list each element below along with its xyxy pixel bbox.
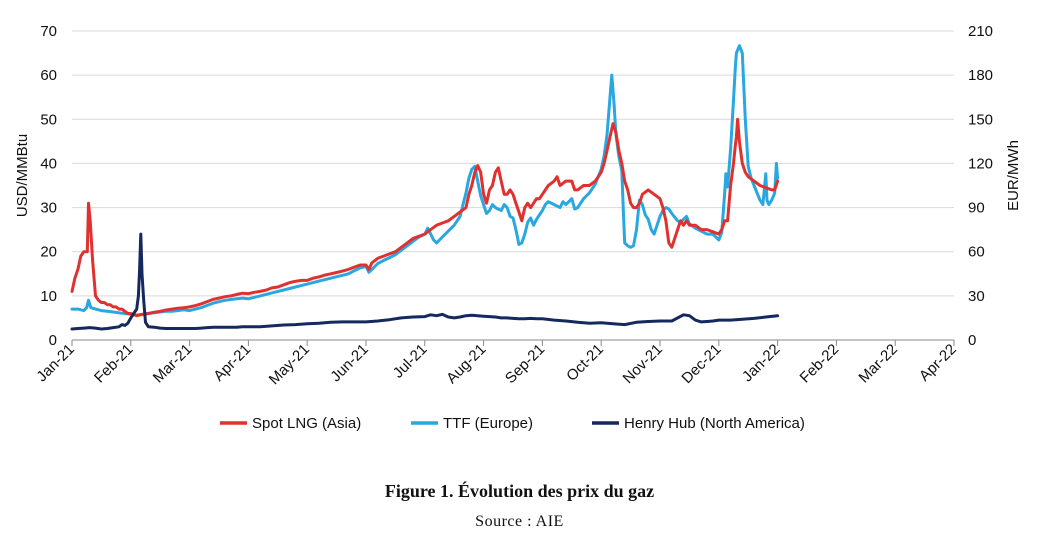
- series-line-0: [70, 117, 780, 318]
- y-tick-label: 50: [40, 111, 57, 128]
- x-tick-label: Dec-21: [678, 341, 724, 387]
- y-tick-label: 30: [40, 200, 57, 217]
- legend-label: Henry Hub (North America): [624, 415, 805, 432]
- x-tick-label: Sep-21: [502, 341, 548, 387]
- y-tick-label: 70: [40, 23, 57, 40]
- y-tick-label: 0: [49, 332, 57, 349]
- y2-tick-label: 210: [968, 23, 993, 40]
- series-line-2: [70, 232, 780, 331]
- y2-tick-label: 60: [968, 244, 985, 261]
- y-tick-label: 40: [40, 155, 57, 172]
- x-tick-label: Nov-21: [620, 341, 666, 387]
- series-line-1: [70, 44, 780, 317]
- y2-tick-label: 120: [968, 155, 993, 172]
- series-lines: [70, 44, 780, 331]
- gas-price-chart: 0102030405060700306090120150180210Jan-21…: [14, 23, 1022, 432]
- x-tick-label: Jan-22: [739, 341, 783, 385]
- y-tick-label: 60: [40, 67, 57, 84]
- x-tick-label: Jul-21: [390, 341, 431, 382]
- y-tick-label: 20: [40, 244, 57, 261]
- y2-axis-title: EUR/MWh: [1005, 140, 1022, 211]
- y2-tick-label: 90: [968, 200, 985, 217]
- y2-tick-label: 180: [968, 67, 993, 84]
- y2-tick-label: 30: [968, 288, 985, 305]
- x-tick-label: May-21: [266, 341, 313, 388]
- figure-title: Figure 1. Évolution des prix du gaz: [384, 481, 655, 501]
- x-tick-label: Aug-21: [443, 341, 489, 387]
- y-tick-label: 10: [40, 288, 57, 305]
- x-tick-label: Mar-21: [150, 341, 196, 387]
- x-tick-label: Mar-22: [855, 341, 901, 387]
- figure-source: Source : AIE: [475, 513, 564, 530]
- y-axis-title: USD/MMBtu: [14, 134, 31, 217]
- x-tick-label: Oct-21: [563, 341, 607, 385]
- x-tick-label: Apr-22: [916, 341, 960, 385]
- x-tick-label: Feb-21: [91, 341, 137, 387]
- x-tick-label: Feb-22: [797, 341, 843, 387]
- legend: Spot LNG (Asia) TTF (Europe) Henry Hub (No…: [220, 415, 805, 432]
- y2-tick-label: 150: [968, 111, 993, 128]
- x-tick-label: Jun-21: [327, 341, 371, 385]
- y2-tick-label: 0: [968, 332, 976, 349]
- legend-label: Spot LNG (Asia): [252, 415, 361, 432]
- gridlines: [72, 30, 954, 297]
- legend-label: TTF (Europe): [443, 415, 533, 432]
- x-tick-label: Apr-21: [210, 341, 254, 385]
